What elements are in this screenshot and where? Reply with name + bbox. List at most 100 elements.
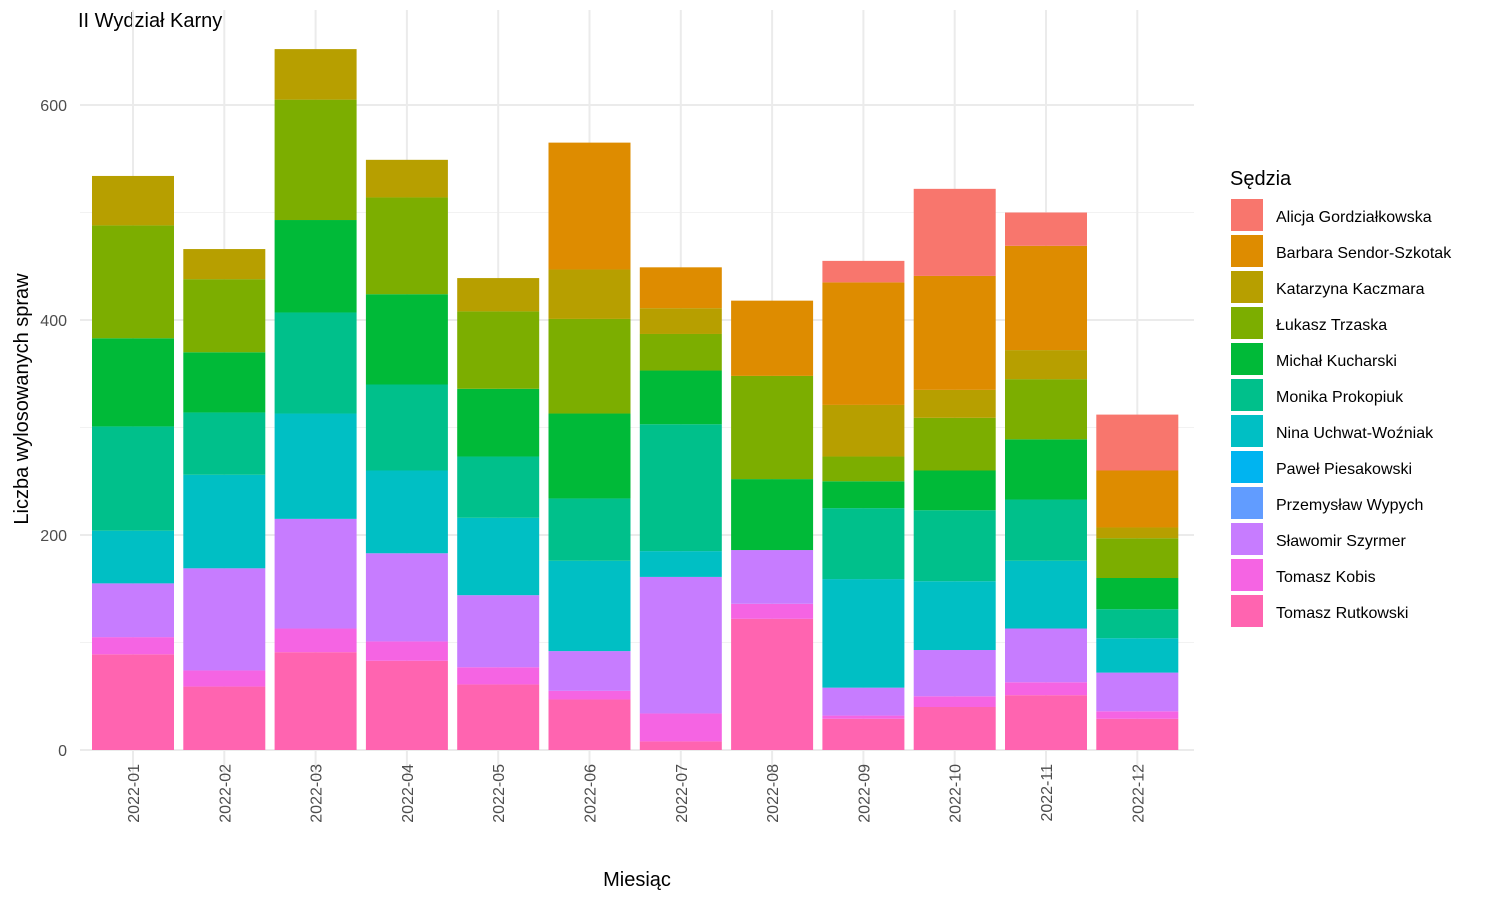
bar-segment bbox=[274, 628, 357, 653]
x-tick-label: 2022-11 bbox=[1039, 764, 1056, 822]
bar-segment bbox=[457, 517, 540, 596]
bar-segment bbox=[913, 389, 996, 418]
bar-segment bbox=[274, 49, 357, 100]
bar-segment bbox=[183, 670, 266, 687]
bar-segment bbox=[822, 718, 905, 750]
bar-segment bbox=[92, 175, 174, 226]
bar-segment bbox=[822, 282, 905, 405]
legend-key bbox=[1231, 235, 1263, 267]
legend-label: Monika Prokopiuk bbox=[1276, 389, 1404, 406]
bar-segment bbox=[548, 498, 631, 561]
legend-title: Sędzia bbox=[1230, 168, 1292, 190]
legend-label: Paweł Piesakowski bbox=[1276, 461, 1412, 478]
bar-segment bbox=[1005, 695, 1087, 750]
legend-label: Tomasz Kobis bbox=[1276, 569, 1376, 586]
bar-segment bbox=[822, 579, 905, 688]
bar-segment bbox=[548, 699, 631, 750]
bar-segment bbox=[365, 159, 448, 198]
bar-segment bbox=[548, 142, 631, 270]
bar-segment bbox=[1005, 350, 1087, 380]
bar-segment bbox=[457, 278, 540, 312]
bar-segment bbox=[731, 375, 814, 480]
bar-segment bbox=[457, 311, 540, 389]
bar-segment bbox=[365, 553, 448, 642]
y-tick-label: 400 bbox=[40, 313, 67, 330]
bar-segment bbox=[822, 404, 905, 457]
bar-segment bbox=[183, 568, 266, 671]
bar-segment bbox=[639, 713, 722, 742]
bar-segment bbox=[548, 318, 631, 414]
bar-segment bbox=[913, 510, 996, 582]
bar-segment bbox=[1005, 560, 1087, 629]
x-tick-label: 2022-07 bbox=[674, 764, 691, 823]
bar-segment bbox=[1096, 527, 1179, 539]
x-tick-label: 2022-08 bbox=[765, 764, 782, 823]
bar-segment bbox=[365, 641, 448, 661]
bar-segment bbox=[639, 551, 722, 577]
bar-segment bbox=[913, 188, 996, 276]
bars bbox=[92, 49, 1179, 750]
legend-key bbox=[1231, 487, 1263, 519]
bar-segment bbox=[822, 481, 905, 509]
bar-segment bbox=[731, 479, 814, 551]
y-tick-label: 200 bbox=[40, 528, 67, 545]
x-tick-label: 2022-04 bbox=[400, 764, 417, 823]
x-tick-label: 2022-10 bbox=[948, 764, 965, 823]
bar-segment bbox=[731, 603, 814, 619]
bar-segment bbox=[822, 260, 905, 283]
bar-segment bbox=[183, 249, 266, 280]
bar-segment bbox=[92, 583, 174, 638]
legend-key bbox=[1231, 523, 1263, 555]
bar-segment bbox=[639, 308, 722, 334]
bar-segment bbox=[457, 388, 540, 457]
y-axis-ticks: 0 200 400 600 bbox=[40, 98, 67, 760]
x-tick-label: 2022-01 bbox=[126, 764, 143, 823]
bar-segment bbox=[1005, 212, 1087, 246]
bar-segment bbox=[822, 456, 905, 482]
legend-label: Sławomir Szyrmer bbox=[1276, 533, 1406, 550]
x-tick-label: 2022-12 bbox=[1130, 764, 1147, 823]
legend-label: Katarzyna Kaczmara bbox=[1276, 281, 1425, 298]
bar-segment bbox=[639, 333, 722, 371]
bar-segment bbox=[1096, 711, 1179, 719]
bar-segment bbox=[1005, 245, 1087, 351]
y-axis-label: Liczba wylosowanych spraw bbox=[11, 273, 33, 525]
bar-segment bbox=[639, 424, 722, 552]
bar-segment bbox=[365, 294, 448, 385]
bar-segment bbox=[1005, 439, 1087, 500]
bar-segment bbox=[548, 413, 631, 499]
bar-segment bbox=[639, 576, 722, 714]
bar-segment bbox=[1005, 379, 1087, 440]
bar-segment bbox=[457, 595, 540, 668]
chart-title: II Wydział Karny bbox=[78, 10, 222, 32]
legend-label: Alicja Gordziałkowska bbox=[1276, 209, 1432, 226]
bar-segment bbox=[183, 474, 266, 569]
bar-segment bbox=[548, 690, 631, 700]
legend-key bbox=[1231, 199, 1263, 231]
bar-segment bbox=[731, 300, 814, 376]
bar-segment bbox=[913, 707, 996, 750]
bar-segment bbox=[1005, 499, 1087, 561]
bar-segment bbox=[822, 687, 905, 716]
legend-label: Nina Uchwat-Woźniak bbox=[1276, 425, 1434, 442]
bar-segment bbox=[731, 550, 814, 604]
legend-label: Barbara Sendor-Szkotak bbox=[1276, 245, 1452, 262]
legend-key bbox=[1231, 307, 1263, 339]
bar-segment bbox=[92, 225, 174, 339]
bar-segment bbox=[183, 352, 266, 413]
bar-segment bbox=[457, 667, 540, 685]
legend: Sędzia Alicja Gordziałkowska Barbara Send… bbox=[1230, 168, 1452, 627]
bar-segment bbox=[274, 652, 357, 750]
bar-segment bbox=[365, 470, 448, 554]
legend-key bbox=[1231, 379, 1263, 411]
y-tick-label: 0 bbox=[58, 743, 67, 760]
legend-key bbox=[1231, 271, 1263, 303]
bar-segment bbox=[365, 660, 448, 750]
bar-segment bbox=[1005, 682, 1087, 696]
legend-label: Tomasz Rutkowski bbox=[1276, 605, 1408, 622]
bar-segment bbox=[913, 650, 996, 697]
bar-segment bbox=[92, 530, 174, 584]
bar-segment bbox=[365, 197, 448, 295]
bar-segment bbox=[1005, 628, 1087, 683]
